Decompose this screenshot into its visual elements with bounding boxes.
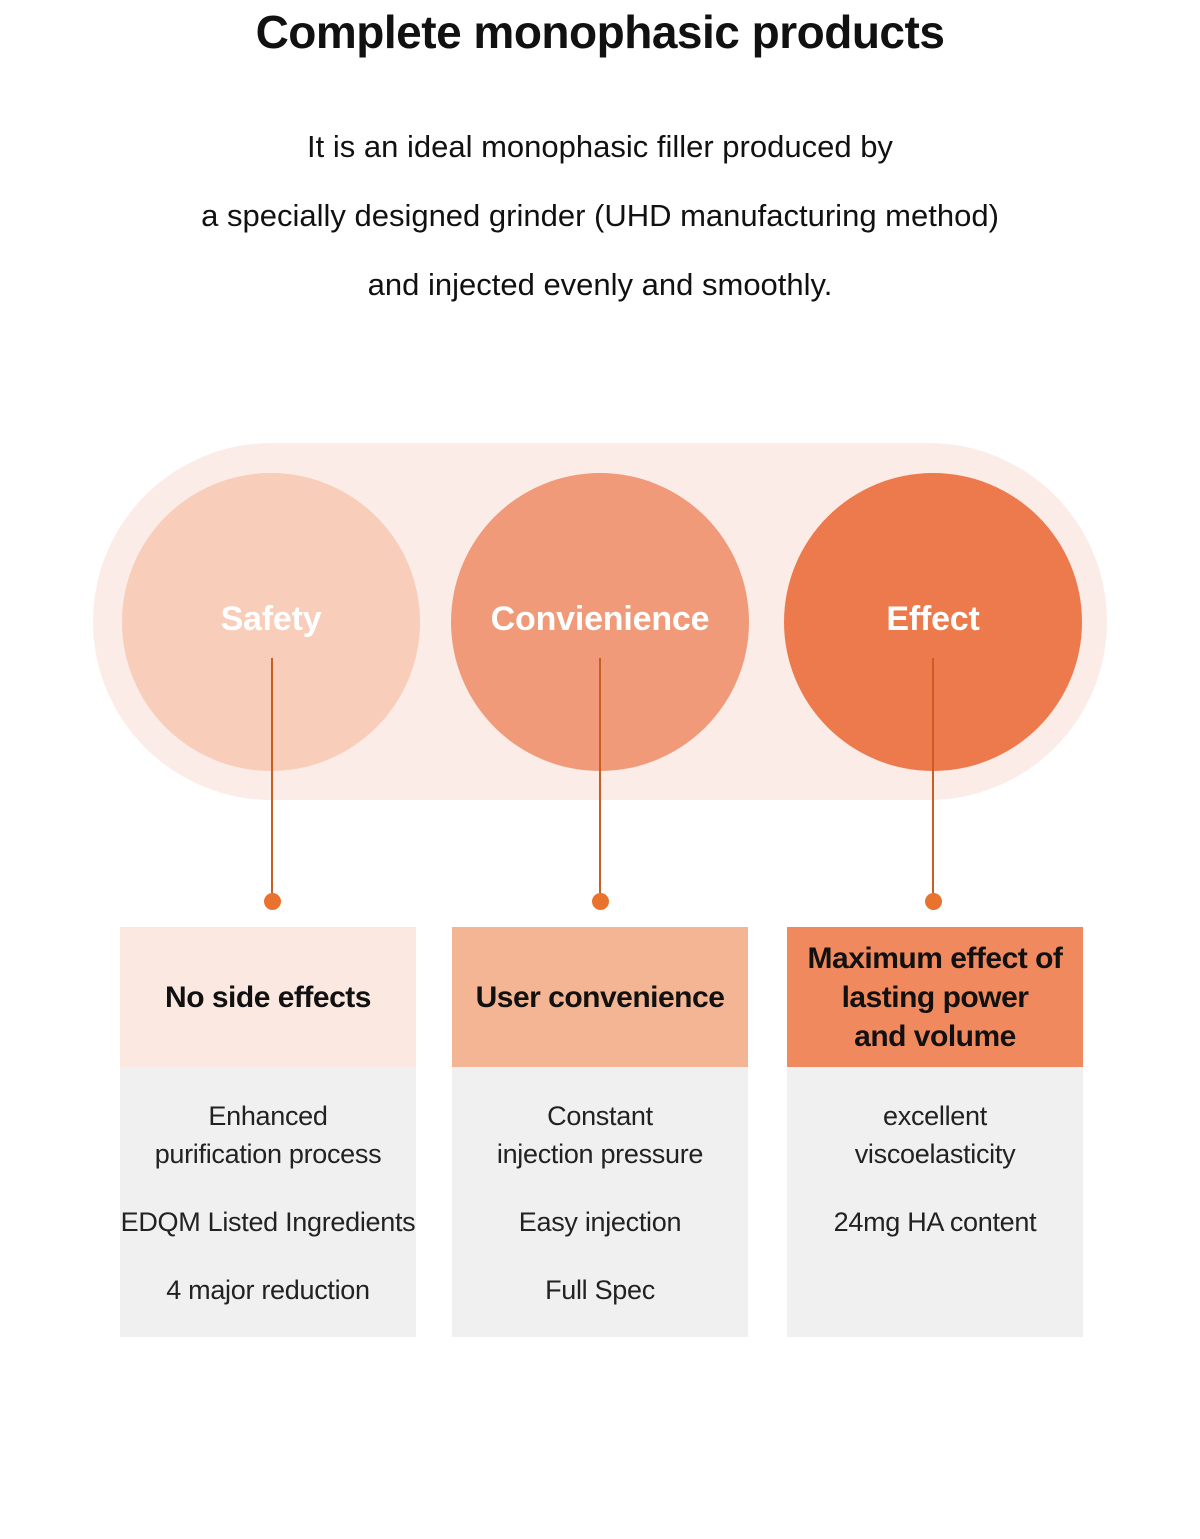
benefits-pill-background: Safety Convienience Effect bbox=[93, 443, 1107, 800]
card-effect: Maximum effect of lasting power and volu… bbox=[787, 927, 1083, 1337]
card-convenience-item-3: Full Spec bbox=[545, 1275, 655, 1305]
card-safety-item-1: Enhanced purification process bbox=[154, 1101, 382, 1169]
card-convenience-item-1: Constant injection pressure bbox=[496, 1101, 704, 1169]
circle-convienience: Convienience bbox=[451, 473, 749, 771]
card-effect-item-1: excellent viscoelasticity bbox=[854, 1101, 1016, 1169]
card-effect-item-2: 24mg HA content bbox=[833, 1207, 1037, 1237]
card-convenience-header: User convenience bbox=[452, 927, 748, 1067]
card-convenience-item-2: Easy injection bbox=[518, 1207, 682, 1237]
connector-line-convienience bbox=[599, 658, 601, 893]
card-effect-body: excellent viscoelasticity 24mg HA conten… bbox=[787, 1067, 1083, 1337]
card-safety: No side effects Enhanced purification pr… bbox=[120, 927, 416, 1337]
page-title: Complete monophasic products bbox=[255, 6, 945, 58]
card-safety-header: No side effects bbox=[120, 927, 416, 1067]
card-convenience: User convenience Constant injection pres… bbox=[452, 927, 748, 1337]
page-subtitle: It is an ideal monophasic filler produce… bbox=[201, 129, 999, 302]
connector-line-safety bbox=[271, 658, 273, 893]
connector-dot-effect bbox=[925, 893, 942, 910]
connector-dot-convienience bbox=[592, 893, 609, 910]
connector-dot-safety bbox=[264, 893, 281, 910]
connector-line-effect bbox=[932, 658, 934, 893]
circle-effect-label: Effect bbox=[886, 599, 980, 638]
card-effect-header: Maximum effect of lasting power and volu… bbox=[787, 927, 1083, 1067]
card-convenience-body: Constant injection pressure Easy injecti… bbox=[452, 1067, 748, 1337]
circle-convienience-label: Convienience bbox=[490, 599, 710, 638]
card-safety-item-3: 4 major reduction bbox=[166, 1275, 370, 1305]
circle-safety-label: Safety bbox=[220, 599, 322, 638]
card-safety-body: Enhanced purification process EDQM Liste… bbox=[120, 1067, 416, 1337]
card-safety-item-2: EDQM Listed Ingredients bbox=[120, 1207, 416, 1237]
